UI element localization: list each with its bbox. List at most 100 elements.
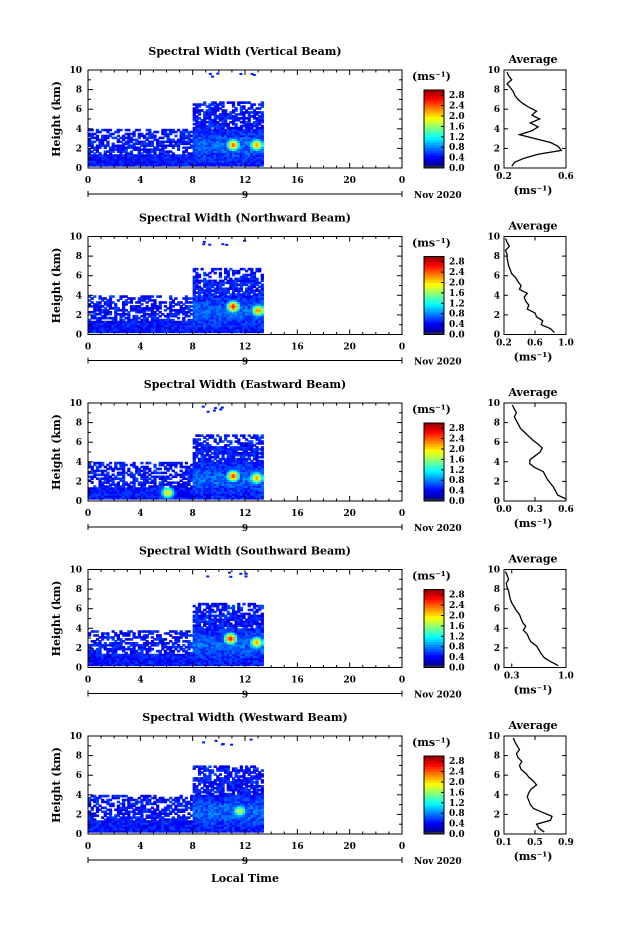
heatmap-cell	[111, 473, 115, 477]
heatmap-cell	[229, 465, 233, 469]
heatmap-cell	[88, 463, 92, 467]
heatmap-cell	[216, 330, 220, 334]
heatmap-cell	[103, 632, 107, 635]
heatmap-cell	[145, 297, 149, 300]
heatmap-cell	[137, 469, 141, 473]
heatmap-cell	[197, 305, 202, 308]
heatmap-cell	[158, 303, 162, 306]
heatmap-cell	[258, 303, 262, 306]
heatmap-cell	[140, 322, 144, 326]
heatmap-cell	[216, 452, 220, 455]
profile-y-tick-label: 6	[494, 272, 500, 282]
heatmap-cell	[203, 271, 207, 275]
heatmap-cell	[242, 142, 246, 146]
heatmap-cell	[158, 481, 162, 484]
heatmap-cell	[218, 152, 223, 155]
heatmap-cell	[203, 295, 207, 298]
heatmap-cell	[200, 467, 204, 471]
heatmap-cell	[208, 152, 212, 155]
heatmap-cell	[255, 142, 259, 146]
heatmap-cell	[129, 301, 134, 304]
heatmap-cell	[205, 287, 209, 291]
heatmap-cell	[247, 469, 251, 473]
heatmap-cell	[108, 316, 113, 320]
heatmap-cell	[218, 438, 223, 441]
heatmap-cell	[148, 307, 152, 310]
heatmap-cell	[218, 101, 223, 104]
heatmap-cell	[93, 320, 97, 324]
heatmap-cell	[156, 655, 160, 659]
heatmap-cell	[179, 655, 183, 659]
heatmap-cell	[195, 495, 199, 498]
heatmap-cell	[122, 489, 126, 492]
heatmap-cell	[108, 655, 113, 659]
heatmap-cell	[210, 136, 215, 140]
heatmap-cell	[169, 150, 173, 153]
heatmap-cell	[213, 299, 217, 302]
heatmap-cell	[148, 481, 152, 484]
heatmap-cell	[195, 156, 199, 159]
heatmap-cell	[203, 461, 207, 465]
heatmap-cell	[127, 645, 131, 649]
heatmap-cell	[252, 160, 257, 163]
colorbar-swatch	[424, 282, 444, 286]
heatmap-cell	[114, 483, 118, 486]
heatmap-cell	[239, 455, 243, 459]
heatmap-cell	[195, 483, 199, 486]
heatmap-cell	[179, 636, 183, 639]
heatmap-cell	[171, 643, 175, 647]
heatmap-cell	[98, 661, 102, 665]
heatmap-cell	[213, 142, 217, 146]
heatmap-cell	[200, 453, 204, 457]
heatmap-cell	[226, 316, 230, 320]
heatmap-cell	[161, 640, 165, 643]
heatmap-cell	[114, 461, 118, 465]
heatmap-cell	[260, 440, 264, 443]
heatmap-cell	[174, 632, 178, 635]
heatmap-cell	[255, 481, 259, 484]
heatmap-cell	[231, 150, 236, 153]
heatmap-cell	[224, 485, 228, 488]
heatmap-cell	[179, 132, 183, 136]
heatmap-cell	[116, 299, 120, 302]
heatmap-cell	[260, 436, 264, 439]
heatmap-cell	[179, 307, 183, 310]
heatmap-cell	[103, 326, 107, 330]
heatmap-cell	[218, 275, 223, 279]
heatmap-cell	[250, 483, 254, 486]
heatmap-cell	[182, 158, 186, 161]
heatmap-cell	[234, 285, 238, 289]
heatmap-cell	[106, 140, 110, 144]
heatmap-cell	[166, 663, 170, 667]
heatmap-cell	[205, 138, 209, 142]
heatmap-cell	[245, 473, 249, 477]
heatmap-cell	[218, 307, 223, 310]
heatmap-cell	[106, 481, 110, 484]
heatmap-cell	[158, 320, 162, 324]
heatmap-cell	[224, 152, 228, 155]
heatmap-cell	[242, 330, 246, 334]
heatmap-cell	[260, 324, 264, 328]
heatmap-cell	[111, 477, 115, 481]
heatmap-cell	[237, 491, 241, 494]
heatmap-cell	[250, 471, 254, 475]
heatmap-cell	[208, 126, 212, 130]
heatmap-cell	[166, 661, 170, 665]
heatmap-cell	[132, 158, 136, 161]
heatmap-cell	[195, 497, 199, 500]
heatmap-cell	[200, 479, 204, 482]
heatmap-cell	[245, 136, 249, 140]
heatmap-cell	[114, 326, 118, 330]
heatmap-cell	[221, 469, 225, 473]
heatmap-cell	[224, 489, 228, 492]
heatmap-cell	[203, 305, 207, 308]
heatmap-cell	[129, 473, 134, 477]
heatmap-cell	[250, 301, 254, 304]
heatmap-cell	[252, 461, 257, 465]
heatmap-cell	[116, 328, 120, 332]
heatmap-cell	[90, 643, 94, 647]
heatmap-cell	[148, 148, 152, 151]
heatmap-cell	[192, 442, 196, 445]
heatmap-cell	[242, 158, 246, 161]
heatmap-cell	[245, 132, 249, 136]
